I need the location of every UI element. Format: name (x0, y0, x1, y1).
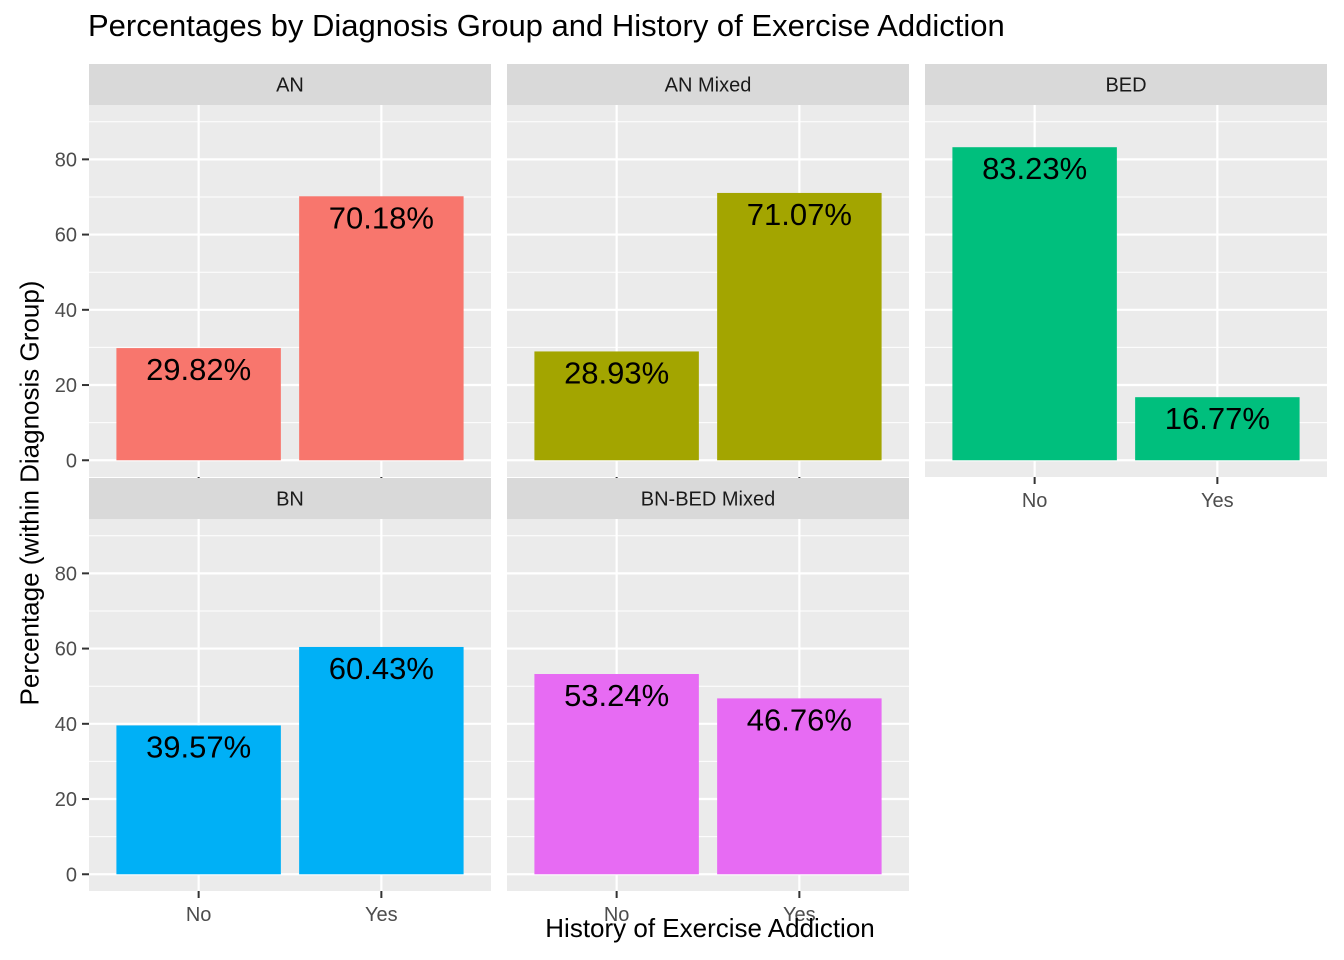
y-tick-label: 0 (66, 450, 77, 472)
y-tick-label: 40 (55, 714, 77, 736)
x-tick-label: No (1022, 490, 1048, 512)
facet-an-mixed: AN Mixed 28.93% 71.07% (507, 64, 909, 484)
x-tick-label: Yes (1201, 490, 1234, 512)
bar-bed-no (952, 147, 1117, 461)
y-tick-label: 80 (55, 149, 77, 171)
data-label: 83.23% (982, 151, 1087, 186)
y-tick-label: 60 (55, 225, 77, 247)
bar-bn-yes (299, 646, 464, 875)
bar-bn-no (116, 725, 281, 875)
facet-strip (507, 478, 909, 519)
data-label: 46.76% (747, 702, 852, 737)
facet-strip-label: BN-BED Mixed (641, 489, 775, 511)
facet-bed: BED 83.23% 16.77% No Yes (925, 64, 1327, 512)
facet-strip (507, 64, 909, 105)
facet-strip (89, 478, 491, 519)
data-label: 70.18% (329, 200, 434, 235)
y-tick-label: 20 (55, 375, 77, 397)
x-tick-label: No (604, 904, 630, 926)
facet-strip-label: BED (1105, 75, 1146, 97)
facet-an: AN 29.82% 70.18% 0 20 40 60 80 (55, 64, 491, 484)
y-tick-label: 0 (66, 864, 77, 886)
data-label: 29.82% (146, 352, 251, 387)
y-tick-label: 60 (55, 639, 77, 661)
facet-bn: BN 39.57% 60.43% 0 20 40 60 80 No Yes (55, 478, 491, 926)
y-tick-label: 40 (55, 300, 77, 322)
data-label: 28.93% (564, 355, 669, 390)
y-tick-label: 80 (55, 563, 77, 585)
bar-bed-yes (1135, 397, 1300, 461)
bar-an-yes (299, 196, 464, 461)
data-label: 71.07% (747, 197, 852, 232)
data-label: 16.77% (1165, 401, 1270, 436)
bar-an-mixed-no (534, 351, 699, 461)
bar-bn-bed-mixed-yes (717, 698, 882, 875)
data-label: 53.24% (564, 678, 669, 713)
facet-strip (925, 64, 1327, 105)
data-label: 60.43% (329, 651, 434, 686)
facet-strip-label: BN (276, 489, 304, 511)
y-axis-label: Percentage (within Diagnosis Group) (14, 280, 45, 706)
facet-strip-label: AN (276, 75, 304, 97)
data-label: 39.57% (146, 729, 251, 764)
chart-title: Percentages by Diagnosis Group and Histo… (88, 8, 1005, 43)
x-tick-label: No (186, 904, 212, 926)
facet-bn-bed-mixed: BN-BED Mixed 53.24% 46.76% No Yes (507, 478, 909, 926)
x-tick-label: Yes (365, 904, 398, 926)
x-tick-label: Yes (783, 904, 816, 926)
bar-bn-bed-mixed-no (534, 674, 699, 875)
bar-an-no (116, 348, 281, 461)
facet-strip-label: AN Mixed (665, 75, 752, 97)
facet-strip (89, 64, 491, 105)
y-tick-label: 20 (55, 789, 77, 811)
bar-an-mixed-yes (717, 192, 882, 461)
x-axis-label: History of Exercise Addiction (545, 913, 875, 943)
